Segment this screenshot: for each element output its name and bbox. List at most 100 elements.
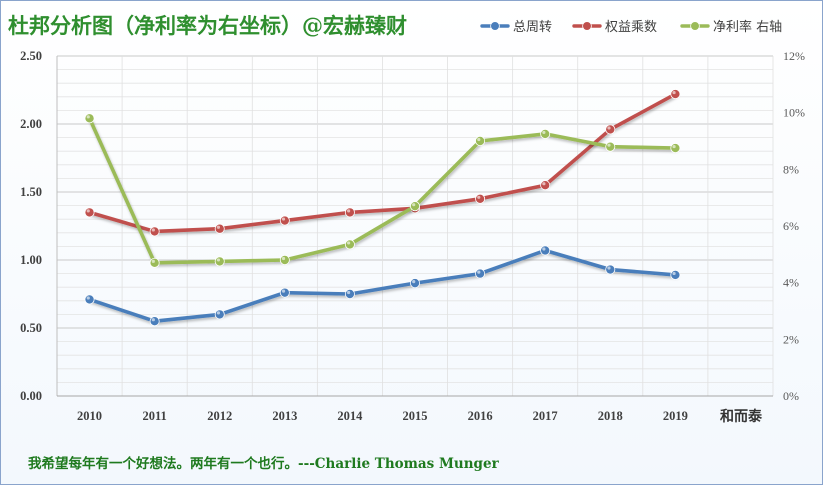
- legend: 总周转 权益乘数 净利率 右轴: [480, 19, 782, 35]
- data-point: [605, 124, 616, 135]
- data-point: [670, 89, 681, 100]
- left-tick-label: 0.50: [20, 321, 42, 335]
- data-point: [540, 128, 551, 139]
- legend-item: 权益乘数: [572, 19, 657, 35]
- data-point-highlight: [477, 270, 481, 274]
- data-point-highlight: [542, 182, 546, 186]
- author-label: 和而泰: [720, 408, 763, 425]
- data-point: [344, 207, 355, 218]
- series-group: [84, 89, 681, 327]
- data-point-highlight: [281, 256, 286, 261]
- data-point: [344, 288, 355, 299]
- data-point: [149, 257, 160, 268]
- left-tick-label: 2.50: [20, 49, 42, 63]
- x-tick-label: 2011: [142, 409, 166, 423]
- x-tick-label: 2013: [272, 409, 297, 423]
- data-point: [540, 245, 551, 256]
- data-point-highlight: [347, 241, 351, 245]
- data-point-highlight: [151, 259, 155, 263]
- data-point: [409, 278, 420, 289]
- data-point-highlight: [412, 280, 416, 284]
- data-point-highlight: [542, 247, 546, 251]
- data-point-highlight: [477, 137, 481, 142]
- data-point: [214, 309, 225, 320]
- legend-label: 净利率 右轴: [713, 19, 782, 35]
- data-point-highlight: [347, 209, 351, 213]
- data-point: [540, 180, 551, 191]
- data-point-highlight: [672, 144, 676, 149]
- data-point: [214, 256, 225, 267]
- legend-label: 权益乘数: [605, 19, 657, 35]
- data-point: [84, 113, 95, 124]
- data-point-highlight: [542, 130, 546, 135]
- legend-item: 总周转: [480, 20, 552, 35]
- data-point-highlight: [281, 289, 286, 293]
- data-point-highlight: [672, 271, 676, 276]
- data-point: [84, 294, 95, 305]
- data-point: [670, 269, 681, 280]
- data-point-highlight: [86, 115, 90, 119]
- x-tick-label: 2017: [533, 409, 558, 423]
- left-axis-ticks: 0.00 0.50 1.00 1.50 2.00 2.50: [20, 49, 42, 403]
- x-axis-ticks: 2010 2011 2012 2013 2014 2015 2016 2017 2018 2019: [77, 409, 688, 423]
- data-point-highlight: [412, 203, 416, 207]
- legend-label: 总周转: [513, 20, 552, 35]
- data-point: [344, 239, 355, 250]
- series-line: [87, 248, 678, 324]
- data-point: [84, 207, 95, 218]
- data-point: [279, 254, 290, 265]
- right-tick-label: 2%: [783, 332, 799, 346]
- x-tick-label: 2010: [77, 409, 102, 423]
- series-1: [84, 245, 681, 327]
- right-tick-label: 10%: [783, 106, 805, 120]
- data-point: [279, 215, 290, 226]
- data-point: [670, 143, 681, 154]
- x-tick-label: 2019: [663, 409, 688, 423]
- data-point: [605, 141, 616, 152]
- x-tick-label: 2016: [468, 409, 493, 423]
- data-point-highlight: [216, 311, 221, 315]
- right-tick-label: 8%: [783, 162, 799, 176]
- data-point-highlight: [607, 143, 611, 147]
- chart-title: 杜邦分析图（净利率为右坐标）@宏赫臻财: [8, 13, 407, 38]
- data-point: [475, 268, 486, 279]
- right-tick-label: 12%: [783, 49, 805, 63]
- legend-swatch-marker: [490, 21, 500, 31]
- left-tick-label: 0.00: [20, 389, 42, 403]
- data-point-highlight: [216, 225, 221, 229]
- series-line: [87, 116, 678, 265]
- data-point-highlight: [151, 318, 155, 322]
- x-tick-label: 2012: [207, 409, 232, 423]
- x-tick-label: 2018: [598, 409, 623, 423]
- data-point: [149, 226, 160, 237]
- right-tick-label: 0%: [783, 389, 799, 403]
- quote-text: 我希望每年有一个好想法。两年有一个也行。---Charlie Thomas Mu…: [28, 455, 500, 472]
- data-point: [149, 316, 160, 327]
- data-point-highlight: [86, 209, 90, 213]
- grid-lines: [56, 55, 774, 397]
- legend-swatch-marker: [582, 21, 592, 31]
- left-tick-label: 1.50: [20, 185, 42, 199]
- legend-swatch-marker: [690, 21, 700, 31]
- right-tick-label: 6%: [783, 219, 799, 233]
- data-point: [605, 264, 616, 275]
- series-line: [87, 92, 678, 234]
- series-3: [84, 113, 681, 268]
- data-point: [475, 193, 486, 204]
- data-point-highlight: [477, 195, 481, 199]
- left-tick-label: 2.00: [20, 117, 42, 131]
- right-axis-ticks: 0% 2% 4% 6% 8% 10% 12%: [783, 49, 805, 403]
- data-point-highlight: [607, 266, 611, 270]
- left-tick-label: 1.00: [20, 253, 42, 267]
- data-point: [409, 201, 420, 212]
- data-point-highlight: [86, 296, 90, 300]
- data-point-highlight: [151, 228, 155, 232]
- data-point-highlight: [347, 290, 351, 295]
- data-point-highlight: [281, 217, 286, 221]
- data-point-highlight: [607, 126, 611, 130]
- data-point-highlight: [216, 258, 221, 262]
- legend-item: 净利率 右轴: [680, 19, 782, 35]
- x-tick-label: 2014: [337, 409, 363, 423]
